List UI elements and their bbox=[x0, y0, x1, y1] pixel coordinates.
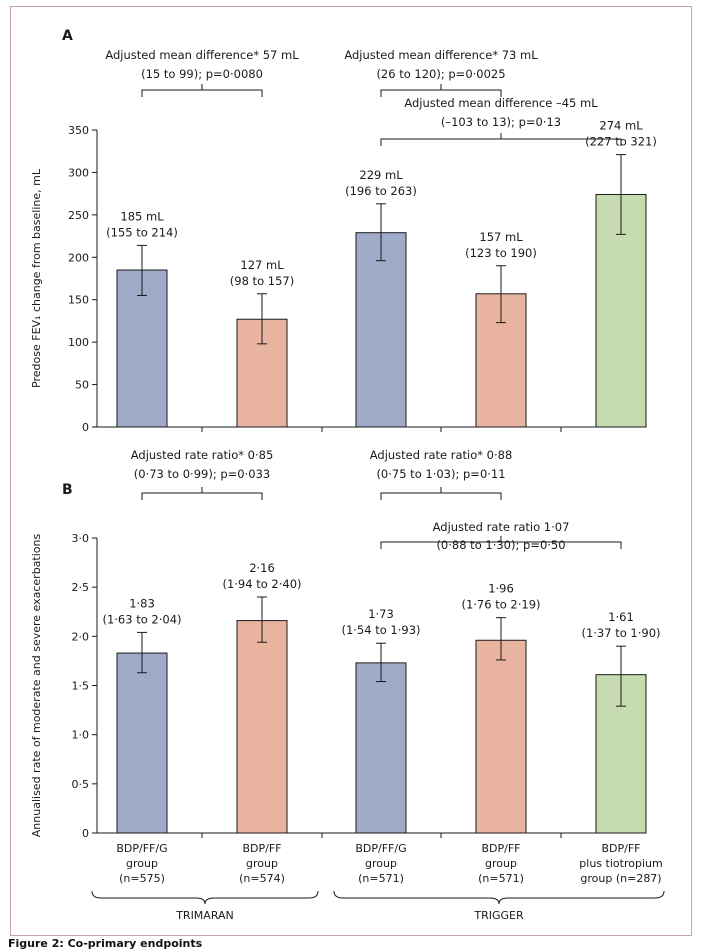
y-tick-label: 3·0 bbox=[72, 532, 90, 545]
category-label: BDP/FF bbox=[601, 842, 640, 855]
data-label-ci: (155 to 214) bbox=[106, 225, 178, 239]
bar-b-4 bbox=[475, 639, 527, 834]
data-label-ci: (1·63 to 2·04) bbox=[102, 612, 181, 626]
category-label: (n=575) bbox=[119, 872, 165, 885]
category-label: group (n=287) bbox=[580, 872, 661, 885]
y-tick-label: 1·0 bbox=[72, 729, 90, 742]
category-label: BDP/FF bbox=[481, 842, 520, 855]
y-axis-label: Annualised rate of moderate and severe e… bbox=[30, 534, 43, 838]
y-tick-label: 1·5 bbox=[72, 680, 90, 693]
data-label-value: 274 mL bbox=[599, 119, 643, 133]
bar-b-3 bbox=[355, 662, 407, 834]
panel-label-A: A bbox=[62, 28, 73, 44]
data-label-value: 1·96 bbox=[488, 582, 514, 596]
data-label-value: 2·16 bbox=[249, 561, 275, 575]
data-label-value: 157 mL bbox=[479, 230, 523, 244]
group-label-trigger: TRIGGER bbox=[473, 909, 524, 922]
y-tick-label: 100 bbox=[68, 336, 89, 349]
bar-b-1 bbox=[116, 652, 168, 834]
category-label: group bbox=[365, 857, 397, 870]
comparison-bracket bbox=[380, 492, 502, 500]
bar-a-1 bbox=[116, 269, 168, 428]
y-tick-label: 150 bbox=[68, 294, 89, 307]
figure-frame bbox=[10, 6, 692, 936]
data-label-value: 1·73 bbox=[368, 607, 394, 621]
panel-label-B: B bbox=[62, 482, 73, 498]
category-label: group bbox=[126, 857, 158, 870]
comparison-label-ci: (0·73 to 0·99); p=0·033 bbox=[134, 467, 270, 481]
comparison-label-ci: (26 to 120); p=0·0025 bbox=[376, 67, 505, 81]
category-label: BDP/FF/G bbox=[355, 842, 406, 855]
data-label-ci: (123 to 190) bbox=[465, 246, 537, 260]
bar-b-2 bbox=[236, 620, 288, 834]
data-label-value: 127 mL bbox=[240, 258, 284, 272]
y-tick-label: 300 bbox=[68, 166, 89, 179]
comparison-label-ci: (–103 to 13); p=0·13 bbox=[441, 115, 561, 129]
y-tick-label: 250 bbox=[68, 209, 89, 222]
comparison-label: Adjusted mean difference* 73 mL bbox=[344, 48, 538, 62]
comparison-label: Adjusted mean difference* 57 mL bbox=[105, 48, 299, 62]
y-tick-label: 0·5 bbox=[72, 778, 90, 791]
category-label: plus tiotropium bbox=[579, 857, 662, 870]
category-label: (n=571) bbox=[478, 872, 524, 885]
comparison-label-ci: (0·75 to 1·03); p=0·11 bbox=[376, 467, 505, 481]
brace-trimaran bbox=[91, 890, 319, 905]
y-tick-label: 0 bbox=[82, 421, 89, 434]
category-label: group bbox=[485, 857, 517, 870]
category-label: BDP/FF bbox=[242, 842, 281, 855]
comparison-label: Adjusted rate ratio 1·07 bbox=[433, 520, 570, 534]
data-label-value: 185 mL bbox=[120, 209, 164, 223]
data-label-value: 229 mL bbox=[359, 168, 403, 182]
y-tick-label: 2·5 bbox=[72, 581, 90, 594]
data-label-ci: (98 to 157) bbox=[230, 274, 294, 288]
comparison-label: Adjusted mean difference –45 mL bbox=[404, 96, 598, 110]
y-tick-label: 200 bbox=[68, 251, 89, 264]
y-tick-label: 350 bbox=[68, 124, 89, 137]
comparison-label: Adjusted rate ratio* 0·88 bbox=[370, 448, 513, 462]
category-label: BDP/FF/G bbox=[116, 842, 167, 855]
y-tick-label: 2·0 bbox=[72, 630, 90, 643]
bar-a-4 bbox=[475, 293, 527, 428]
data-label-ci: (1·76 to 2·19) bbox=[461, 598, 540, 612]
category-label: (n=571) bbox=[358, 872, 404, 885]
comparison-bracket bbox=[141, 492, 263, 500]
y-tick-label: 0 bbox=[82, 827, 89, 840]
category-label: (n=574) bbox=[239, 872, 285, 885]
figure-caption: Figure 2: Co-primary endpoints bbox=[8, 937, 203, 950]
brace-trigger bbox=[333, 890, 665, 905]
data-label-value: 1·83 bbox=[129, 596, 155, 610]
data-label-value: 1·61 bbox=[608, 610, 634, 624]
y-axis-label: Predose FEV₁ change from baseline, mL bbox=[30, 168, 43, 388]
y-tick-label: 50 bbox=[75, 379, 89, 392]
comparison-label-ci: (15 to 99); p=0·0080 bbox=[141, 67, 263, 81]
data-label-ci: (1·37 to 1·90) bbox=[581, 626, 660, 640]
data-label-ci: (1·54 to 1·93) bbox=[341, 623, 420, 637]
comparison-label: Adjusted rate ratio* 0·85 bbox=[131, 448, 274, 462]
comparison-label-ci: (0·88 to 1·30); p=0·50 bbox=[436, 538, 565, 552]
data-label-ci: (1·94 to 2·40) bbox=[222, 577, 301, 591]
bar-a-3 bbox=[355, 232, 407, 428]
group-label-trimaran: TRIMARAN bbox=[175, 909, 234, 922]
comparison-bracket bbox=[141, 89, 263, 97]
data-label-ci: (196 to 263) bbox=[345, 184, 417, 198]
category-label: group bbox=[246, 857, 278, 870]
